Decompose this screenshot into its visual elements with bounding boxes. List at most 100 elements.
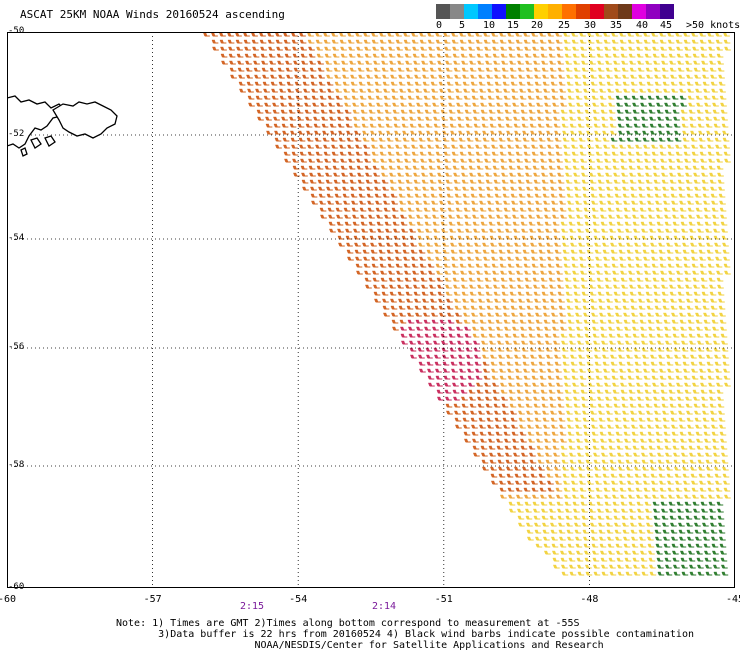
wind-barb	[460, 389, 468, 394]
wind-barb	[523, 368, 530, 373]
wind-barb	[528, 438, 535, 443]
wind-barb	[591, 543, 599, 548]
wind-barb	[598, 305, 606, 310]
wind-barb	[546, 354, 553, 359]
wind-barb	[470, 417, 478, 422]
wind-barb	[555, 263, 563, 268]
wind-barb	[467, 368, 474, 373]
wind-barb	[692, 158, 699, 163]
wind-barb	[690, 249, 698, 254]
wind-barb	[452, 53, 460, 58]
wind-barb	[690, 473, 698, 478]
wind-barb	[707, 151, 715, 156]
wind-barb	[399, 95, 407, 100]
wind-barb	[684, 165, 692, 170]
wind-barb	[574, 193, 582, 198]
wind-barb	[508, 270, 515, 275]
wind-barb	[581, 67, 589, 72]
wind-barb	[403, 39, 411, 44]
wind-barb	[723, 39, 731, 44]
wind-barb	[405, 291, 413, 296]
wind-barb	[625, 347, 633, 352]
wind-barb	[316, 158, 323, 163]
wind-barb	[539, 263, 547, 268]
wind-barb	[513, 116, 520, 121]
wind-barb	[649, 571, 657, 576]
wind-barb	[656, 550, 663, 555]
wind-barb	[647, 543, 655, 548]
wind-barb	[693, 179, 701, 184]
wind-barb	[230, 74, 237, 79]
wind-barb	[273, 123, 281, 128]
wind-barb	[399, 88, 406, 93]
wind-barb	[474, 130, 481, 135]
wind-barb	[493, 403, 501, 408]
wind-barb	[547, 375, 555, 380]
wind-barb	[619, 263, 627, 268]
wind-barb	[288, 109, 296, 114]
wind-barb	[504, 333, 512, 338]
wind-barb	[534, 298, 541, 303]
wind-barb	[410, 249, 418, 254]
wind-barb	[484, 158, 491, 163]
wind-barb	[523, 32, 530, 37]
wind-barb	[680, 333, 688, 338]
wind-barb	[596, 494, 603, 499]
wind-barb	[585, 564, 592, 569]
wind-barb	[381, 179, 389, 184]
wind-barb	[652, 501, 660, 506]
wind-barb	[666, 354, 673, 359]
wind-barb	[640, 221, 648, 226]
wind-barb	[709, 508, 716, 513]
wind-barb	[561, 459, 569, 464]
wind-barb	[588, 389, 596, 394]
wind-barb	[281, 123, 289, 128]
wind-barb	[651, 480, 658, 485]
wind-barb	[377, 228, 384, 233]
wind-barb	[528, 109, 536, 114]
wind-barb	[420, 158, 427, 163]
wind-barb	[537, 452, 544, 457]
wind-barb	[513, 123, 521, 128]
wind-barb	[483, 32, 490, 37]
wind-barb	[460, 277, 468, 282]
wind-barb	[691, 263, 699, 268]
wind-barb	[481, 123, 489, 128]
wind-barb	[486, 81, 494, 86]
wind-barb	[430, 298, 437, 303]
wind-barb	[635, 480, 642, 485]
wind-barb	[686, 298, 693, 303]
wind-barb	[589, 284, 596, 289]
wind-barb	[610, 249, 618, 254]
wind-barb	[459, 39, 467, 44]
wind-barb	[697, 571, 705, 576]
wind-barb	[538, 130, 545, 135]
wind-barb	[461, 60, 468, 65]
wind-barb	[392, 214, 399, 219]
wind-barb	[586, 137, 594, 142]
wind-barb	[519, 431, 527, 436]
wind-barb	[456, 333, 464, 338]
wind-barb	[319, 88, 326, 93]
wind-barb	[692, 270, 699, 275]
wind-barb	[678, 193, 686, 198]
wind-barb	[351, 200, 358, 205]
wind-barb	[539, 487, 547, 492]
wind-barb	[699, 480, 706, 485]
wind-barb	[324, 53, 332, 58]
wind-barb	[377, 116, 384, 121]
wind-barb	[499, 480, 506, 485]
wind-barb	[580, 165, 588, 170]
wind-barb	[337, 235, 345, 240]
wind-barb	[712, 109, 720, 114]
wind-barb	[316, 46, 323, 51]
wind-barb	[633, 452, 640, 457]
wind-barb	[706, 249, 714, 254]
wind-barb	[547, 480, 554, 485]
wind-barb	[372, 165, 380, 170]
wind-barb	[719, 88, 726, 93]
wind-barb	[712, 550, 719, 555]
wind-barb	[516, 501, 524, 506]
wind-barb	[471, 424, 478, 429]
wind-barb	[680, 557, 688, 562]
